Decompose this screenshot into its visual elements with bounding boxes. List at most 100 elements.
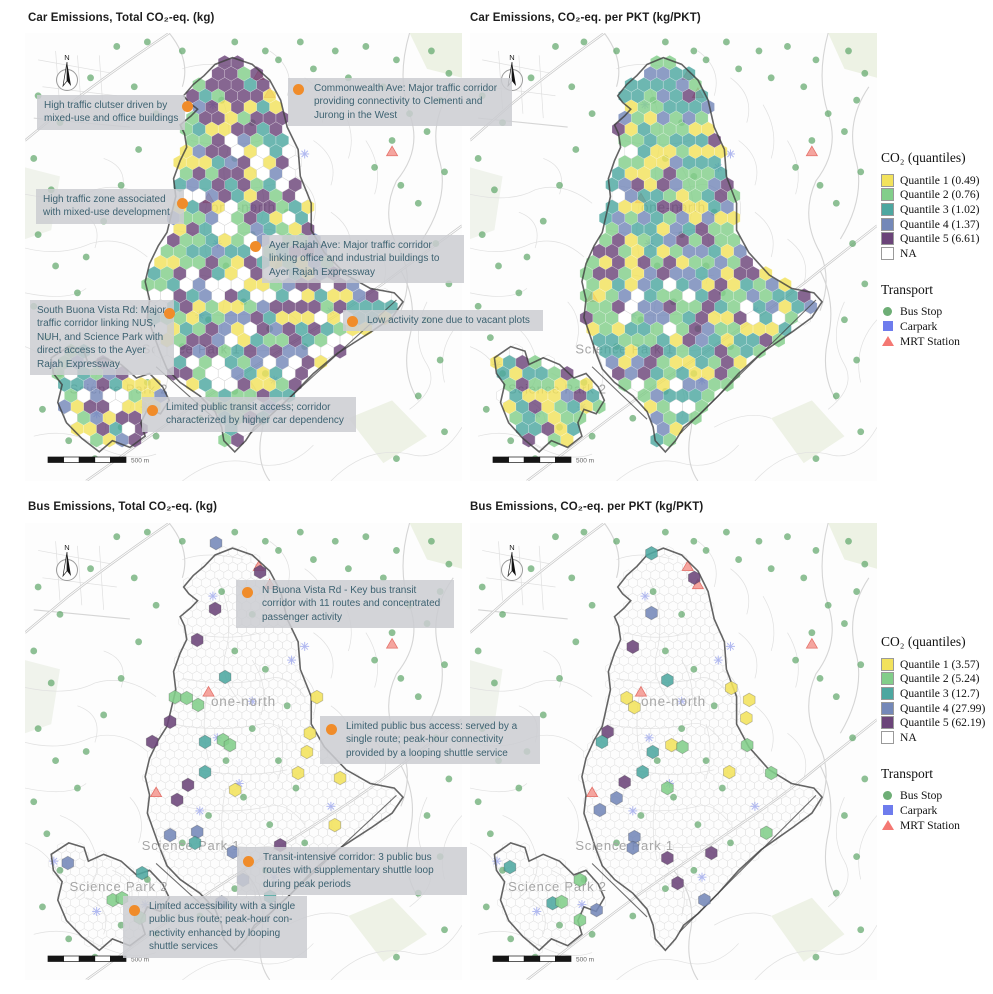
legend-item-label: MRT Station [900,818,960,832]
legend-item-label: Quantile 2 (5.24) [900,672,980,686]
svg-text:one-north: one-north [211,694,276,709]
scale-bar: 500 m [47,456,149,465]
legend-transport-item: Carpark [881,803,993,818]
bus-stop-icon [881,305,894,318]
legend-item-label: Quantile 2 (0.76) [900,188,980,202]
emission-hex-q2 [573,912,587,928]
emission-hex-q2 [180,690,193,706]
emission-hex-q1 [328,817,342,833]
annotation-box: High traffic clutser driven by mixed-use… [37,95,185,130]
emission-hex-q1 [628,699,641,715]
legend-title: CO₂ (quantiles) [881,150,966,165]
legend-item: Quantile 5 (6.61) [881,231,993,246]
carpark-icon [881,804,894,817]
emission-hex-q1 [725,680,738,696]
emission-hex-q5 [626,639,640,655]
legend-swatch [881,686,894,700]
legend-item-label: Carpark [900,803,938,817]
panel-title-car-total: Car Emissions, Total CO₂-eq. (kg) [28,12,215,24]
legend-swatch [881,716,894,730]
legend-item-label: Carpark [900,319,938,333]
north-arrow: N [56,543,78,581]
legend-item: NA [881,730,993,745]
annotation-marker [146,404,158,416]
emission-hex-q4 [698,892,711,908]
annotation-marker [163,307,175,319]
emission-hex-q4 [190,824,204,840]
legend-swatch [881,232,894,246]
legend-item: Quantile 1 (3.57) [881,657,993,672]
emission-hex-q3 [645,545,658,561]
legend-swatch [881,217,894,231]
emission-hex-q1 [300,744,314,760]
legend-co2-quantiles-car: CO₂ (quantiles) Quantile 1 (0.49) Quantil… [881,150,993,348]
legend-swatch [881,657,894,671]
annotation-box: Ayer Rajah Ave: Major traffic corridor l… [262,235,464,284]
legend-transport-item: Bus Stop [881,305,993,320]
legend-transport-item: Bus Stop [881,789,993,804]
emission-hex-q1 [228,782,242,798]
svg-text:Science Park 2: Science Park 2 [508,879,607,894]
legend-swatch [881,701,894,715]
study-area-boundary [493,547,824,952]
annotation-marker [292,83,304,95]
svg-text:500 m: 500 m [576,458,594,465]
annotation-marker [249,240,261,252]
mrt-station-markers [149,560,399,798]
scale-bar: 500 m [492,456,594,465]
legend-item-label: Quantile 3 (1.02) [900,202,980,216]
legend-item-label: Quantile 1 (3.57) [900,657,980,671]
legend-transport-item: MRT Station [881,818,993,833]
legend-item: Quantile 4 (27.99) [881,701,993,716]
scale-bar: 500 m [492,955,594,964]
emission-hex-q2 [168,689,182,705]
annotation-marker [181,100,193,112]
legend-item: Quantile 2 (0.76) [881,188,993,203]
emission-hex-q1 [333,770,347,786]
legend-swatch [881,672,894,686]
emission-hex-q4 [61,855,75,871]
panel-title-car-pkt: Car Emissions, CO₂-eq. per PKT (kg/PKT) [470,12,701,24]
legend-item-label: MRT Station [900,334,960,348]
annotation-box: South Buona Vista Rd: Major traffic corr… [30,300,174,375]
legend-item: NA [881,246,993,261]
legend-item-label: Bus Stop [900,305,943,319]
emission-hex-q2 [661,780,674,796]
svg-text:N: N [509,53,514,62]
legend-swatch [881,188,894,202]
north-arrow: N [501,543,523,581]
study-area-boundary [493,56,824,454]
emission-hex-q3 [636,764,649,780]
emission-hex-q3 [135,865,149,881]
emission-hex-q2 [191,697,205,713]
legend-swatch [881,202,894,216]
emission-hex-q5 [181,777,195,793]
panel-title-bus-pkt: Bus Emissions, CO₂-eq. per PKT (kg/PKT) [470,501,704,513]
emission-hex-q2 [740,737,754,753]
panel-title-bus-total: Bus Emissions, Total CO₂-eq. (kg) [28,501,218,513]
annotation-box: Limited accessibility with a single publ… [123,896,307,958]
emission-hex-q2 [760,825,773,841]
emission-hex-q5 [661,850,674,866]
legend-transport-items: Bus Stop Carpark MRT Station [881,305,993,349]
emission-hex-q1 [291,765,305,781]
svg-text:one-north: one-north [641,694,706,709]
carpark-icon [881,320,894,333]
legend-item-label: NA [900,246,917,260]
legend-item: Quantile 4 (1.37) [881,217,993,232]
emission-hex-q4 [610,790,623,806]
emission-hex-q3 [503,859,517,875]
legend-swatch [881,730,894,744]
emission-points [503,545,778,928]
emission-hex-q2 [223,737,237,753]
legend-quantile-items: Quantile 1 (0.49) Quantile 2 (0.76) Quanti… [881,173,993,261]
legend-transport-title: Transport [881,765,934,781]
emission-hex-q3 [198,734,212,750]
annotation-box: Limited public bus access: served by a s… [320,716,540,765]
emission-hex-q2 [573,872,587,888]
mrt-station-markers [585,560,819,798]
annotation-marker [346,315,358,327]
annotation-box: High traffic zone associated with mixed-… [36,189,184,224]
